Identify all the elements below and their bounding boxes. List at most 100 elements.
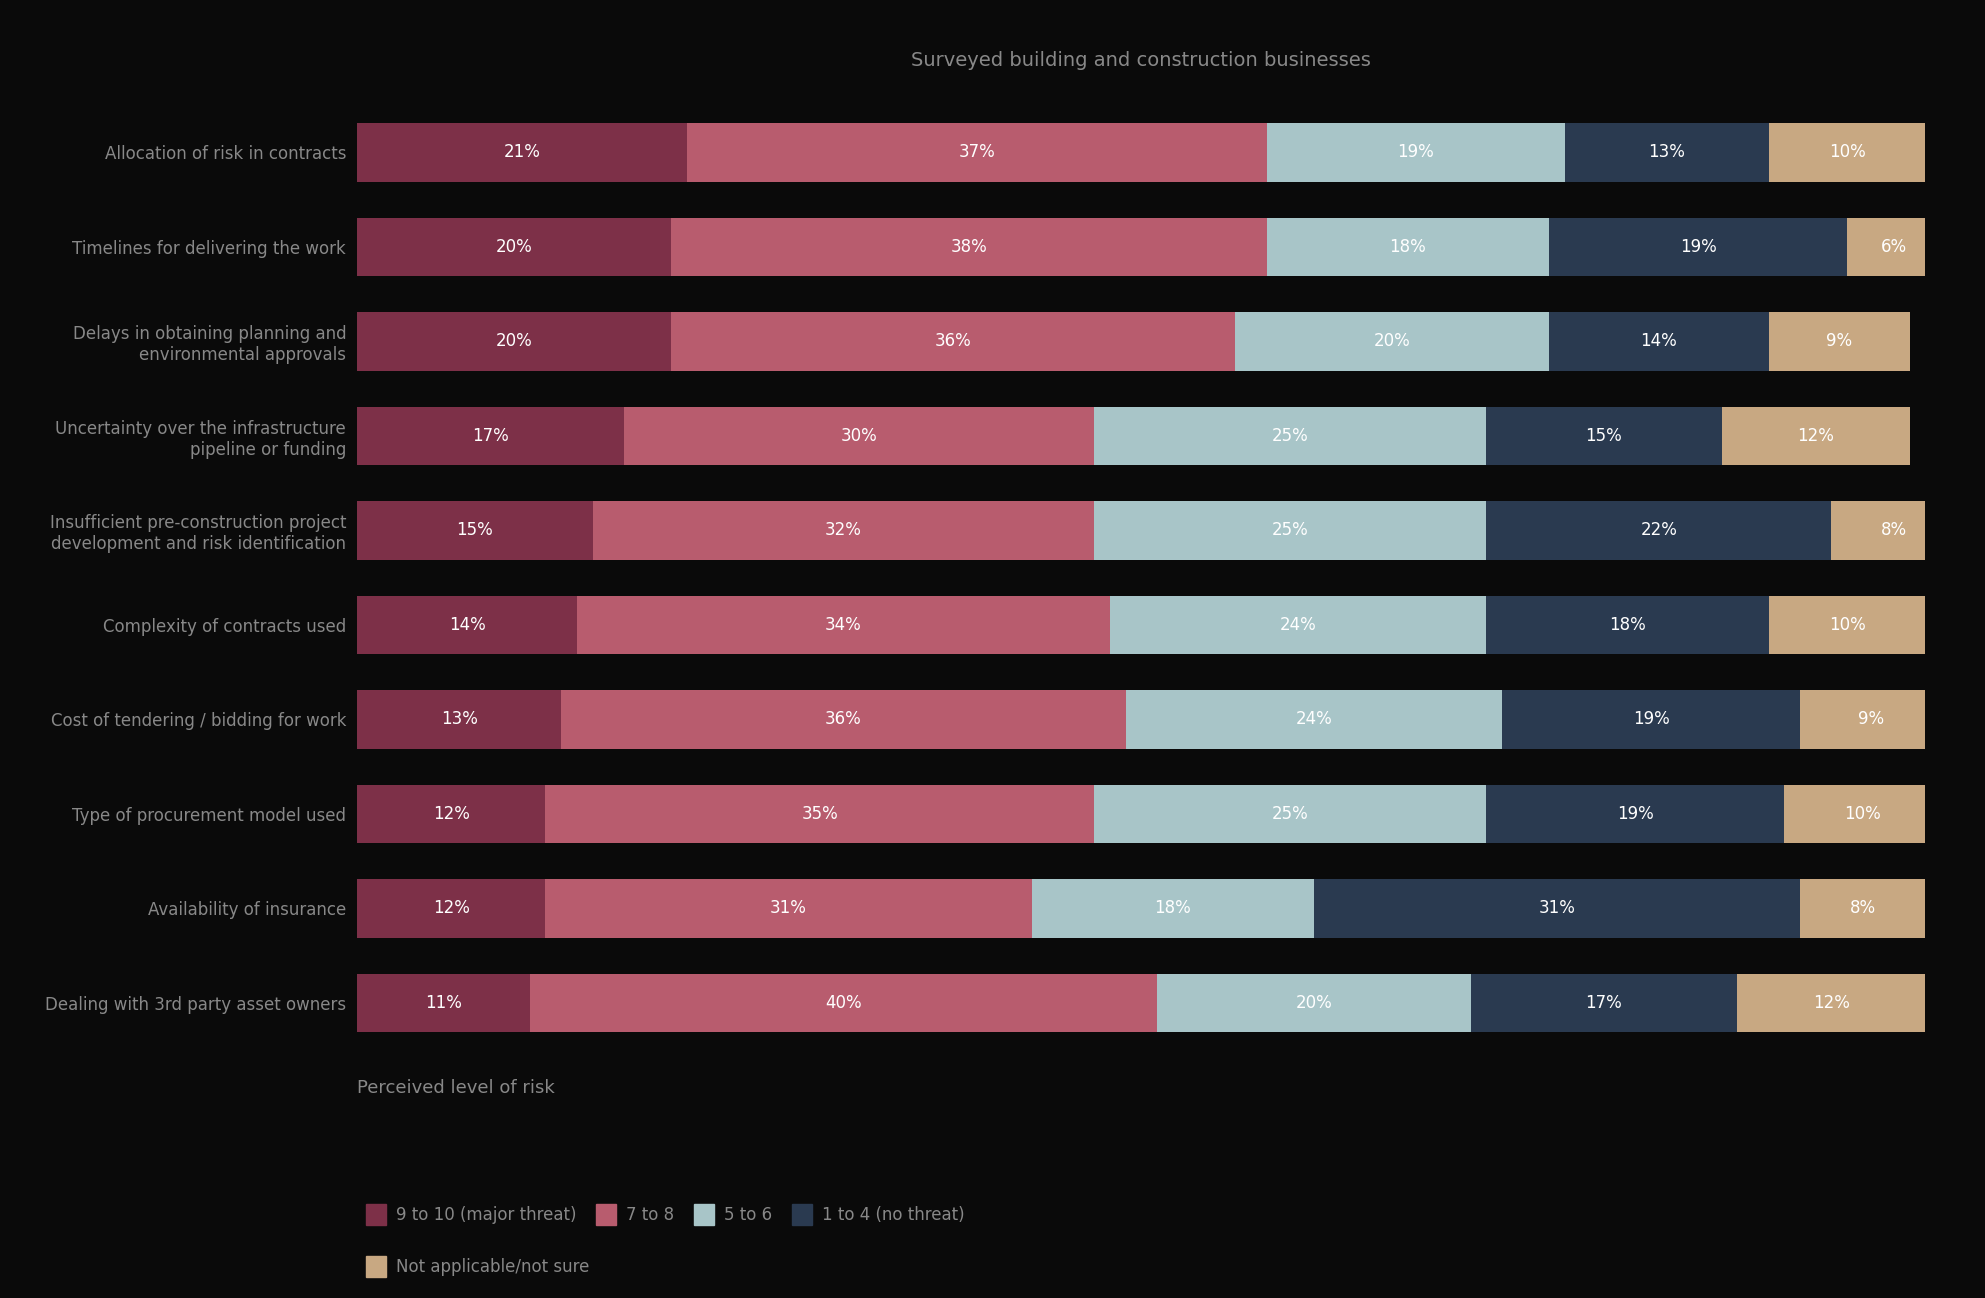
Text: 24%: 24% bbox=[1280, 615, 1316, 633]
Text: 36%: 36% bbox=[935, 332, 971, 350]
Text: 25%: 25% bbox=[1272, 805, 1308, 823]
Text: 17%: 17% bbox=[472, 427, 508, 445]
Bar bbox=[1487, 784, 1785, 844]
Bar bbox=[671, 312, 1235, 371]
Text: 22%: 22% bbox=[1640, 522, 1677, 540]
Text: 18%: 18% bbox=[1390, 238, 1427, 256]
Bar bbox=[357, 974, 530, 1032]
Bar bbox=[357, 218, 671, 276]
Bar bbox=[1503, 691, 1800, 749]
Text: 10%: 10% bbox=[1844, 805, 1882, 823]
Legend: Not applicable/not sure: Not applicable/not sure bbox=[365, 1256, 590, 1277]
Text: 35%: 35% bbox=[802, 805, 838, 823]
Bar bbox=[1548, 218, 1848, 276]
Bar bbox=[1800, 691, 1941, 749]
Bar bbox=[357, 406, 623, 465]
Legend: 9 to 10 (major threat), 7 to 8, 5 to 6, 1 to 4 (no threat): 9 to 10 (major threat), 7 to 8, 5 to 6, … bbox=[365, 1205, 965, 1225]
Text: 12%: 12% bbox=[433, 900, 470, 918]
Bar bbox=[1769, 312, 1910, 371]
Text: 14%: 14% bbox=[1640, 332, 1677, 350]
Text: 18%: 18% bbox=[1155, 900, 1191, 918]
Text: 25%: 25% bbox=[1272, 427, 1308, 445]
Bar bbox=[546, 784, 1094, 844]
Text: 34%: 34% bbox=[826, 615, 861, 633]
Text: 8%: 8% bbox=[1882, 522, 1908, 540]
Text: 20%: 20% bbox=[1296, 994, 1332, 1012]
Text: 13%: 13% bbox=[441, 710, 478, 728]
Text: 19%: 19% bbox=[1618, 805, 1654, 823]
Text: 12%: 12% bbox=[1796, 427, 1834, 445]
Text: 37%: 37% bbox=[959, 143, 994, 161]
Text: 9%: 9% bbox=[1858, 710, 1884, 728]
Title: Surveyed building and construction businesses: Surveyed building and construction busin… bbox=[911, 51, 1372, 70]
Bar bbox=[1487, 596, 1769, 654]
Text: 19%: 19% bbox=[1679, 238, 1717, 256]
Bar bbox=[1848, 218, 1941, 276]
Text: 20%: 20% bbox=[1374, 332, 1411, 350]
Bar bbox=[578, 596, 1110, 654]
Bar bbox=[1737, 974, 1925, 1032]
Bar bbox=[357, 123, 687, 182]
Bar bbox=[1548, 312, 1769, 371]
Text: 25%: 25% bbox=[1272, 522, 1308, 540]
Text: 13%: 13% bbox=[1648, 143, 1685, 161]
Text: 30%: 30% bbox=[842, 427, 877, 445]
Text: 20%: 20% bbox=[496, 332, 532, 350]
Text: 15%: 15% bbox=[1586, 427, 1622, 445]
Text: 19%: 19% bbox=[1632, 710, 1669, 728]
Bar bbox=[1769, 123, 1925, 182]
Bar bbox=[1832, 501, 1957, 559]
Text: 36%: 36% bbox=[826, 710, 861, 728]
Bar bbox=[1266, 123, 1564, 182]
Bar bbox=[1721, 406, 1910, 465]
Bar bbox=[357, 312, 671, 371]
Bar bbox=[1769, 596, 1925, 654]
Text: 12%: 12% bbox=[433, 805, 470, 823]
Bar bbox=[1785, 784, 1941, 844]
Bar bbox=[357, 784, 546, 844]
Bar bbox=[1266, 218, 1548, 276]
Bar bbox=[1110, 596, 1487, 654]
Bar bbox=[546, 879, 1032, 937]
Text: 20%: 20% bbox=[496, 238, 532, 256]
Bar bbox=[357, 596, 578, 654]
Text: 24%: 24% bbox=[1296, 710, 1332, 728]
Text: 19%: 19% bbox=[1397, 143, 1435, 161]
Text: 9%: 9% bbox=[1826, 332, 1852, 350]
Bar bbox=[1094, 784, 1487, 844]
Text: 31%: 31% bbox=[770, 900, 808, 918]
Bar bbox=[1094, 406, 1487, 465]
Bar bbox=[1487, 406, 1721, 465]
Bar bbox=[1094, 501, 1487, 559]
Bar bbox=[1314, 879, 1800, 937]
Text: 6%: 6% bbox=[1882, 238, 1908, 256]
Bar bbox=[1487, 501, 1832, 559]
Bar bbox=[1564, 123, 1769, 182]
Bar bbox=[357, 879, 546, 937]
Bar bbox=[623, 406, 1094, 465]
Bar bbox=[592, 501, 1094, 559]
Text: 11%: 11% bbox=[425, 994, 463, 1012]
Bar bbox=[357, 691, 562, 749]
Bar bbox=[357, 501, 592, 559]
Bar bbox=[1125, 691, 1503, 749]
Text: 40%: 40% bbox=[826, 994, 861, 1012]
Text: 38%: 38% bbox=[951, 238, 987, 256]
Bar bbox=[1235, 312, 1548, 371]
Text: 10%: 10% bbox=[1828, 143, 1866, 161]
Text: 15%: 15% bbox=[457, 522, 494, 540]
Text: 32%: 32% bbox=[826, 522, 861, 540]
Text: 17%: 17% bbox=[1586, 994, 1622, 1012]
Bar bbox=[530, 974, 1157, 1032]
Text: 21%: 21% bbox=[504, 143, 540, 161]
Text: 12%: 12% bbox=[1812, 994, 1850, 1012]
Text: 18%: 18% bbox=[1610, 615, 1646, 633]
Bar bbox=[562, 691, 1125, 749]
Bar bbox=[1157, 974, 1471, 1032]
Bar bbox=[1032, 879, 1314, 937]
Bar bbox=[1471, 974, 1737, 1032]
Bar bbox=[687, 123, 1266, 182]
Text: 31%: 31% bbox=[1538, 900, 1576, 918]
Bar bbox=[1800, 879, 1925, 937]
Text: 10%: 10% bbox=[1828, 615, 1866, 633]
